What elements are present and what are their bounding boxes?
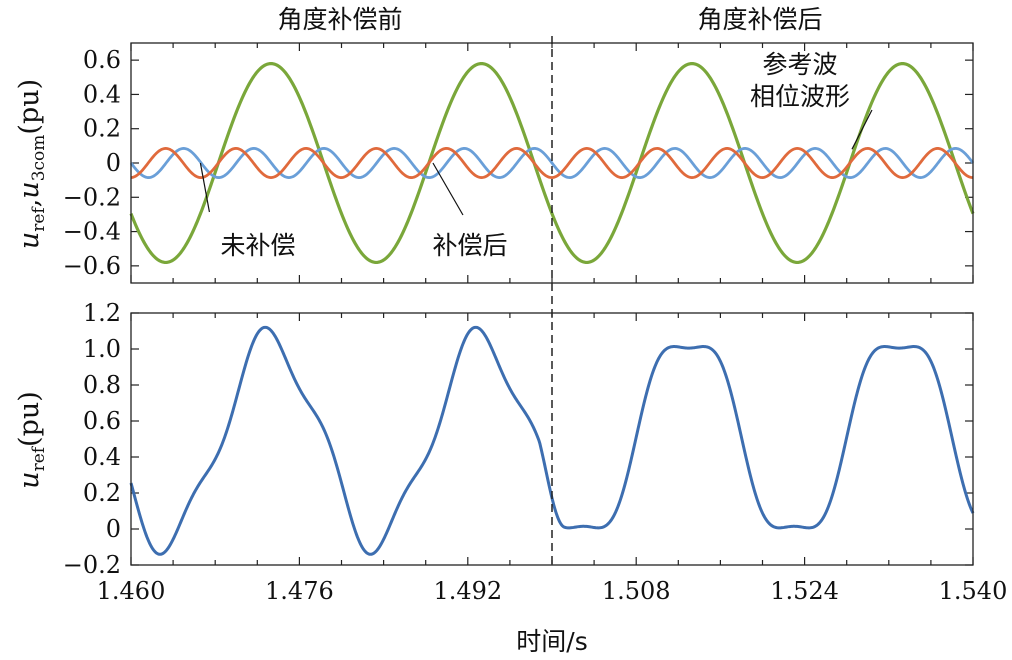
top-ytick-label-1: −0.4	[63, 218, 121, 246]
top-ytick-label-5: 0.4	[83, 80, 121, 108]
bottom-xtick-label-1: 1.476	[265, 577, 334, 605]
top-series-line-1	[129, 147, 975, 179]
annot-compensated: 补偿后	[432, 231, 507, 260]
top-ytick-label-6: 0.6	[83, 46, 121, 74]
bottom-plot-frame	[130, 312, 974, 566]
bottom-xtick-label-4: 1.524	[770, 577, 839, 605]
bottom-y-axis-label: uref(pu)	[14, 391, 49, 489]
section-label-before: 角度补偿前	[277, 5, 402, 34]
bottom-ytick-label-4: 0.6	[83, 407, 121, 435]
top-ylabel-unit: (pu)	[14, 79, 45, 135]
bottom-ytick-label-3: 0.4	[83, 443, 121, 471]
annot-leader-ref	[851, 109, 873, 150]
bottom-ytick-label-7: 1.2	[83, 299, 121, 327]
top-series-group	[129, 61, 975, 265]
section-label-after: 角度补偿后	[697, 5, 822, 34]
top-ylabel-sub2: 3com	[29, 135, 49, 182]
bottom-ytick-label-6: 1.0	[83, 335, 121, 363]
annot-uncompensated: 未补偿	[220, 231, 295, 260]
bottom-ylabel-sub: ref	[29, 445, 49, 471]
annot-leader-comp	[432, 162, 464, 216]
bottom-ytick-label-2: 0.2	[83, 479, 121, 507]
top-y-ticks: −0.6 −0.4 −0.2 0 0.2 0.4 0.6	[63, 46, 973, 280]
bottom-y-ticks: −0.2 0 0.2 0.4 0.6 0.8 1.0 1.2	[63, 299, 973, 579]
top-ylabel-main1: u	[14, 232, 45, 249]
bottom-xtick-label-2: 1.492	[433, 577, 502, 605]
bottom-ytick-label-1: 0	[106, 515, 121, 543]
bottom-ytick-label-0: −0.2	[63, 551, 121, 579]
top-series-line-2	[130, 147, 974, 179]
top-ylabel-sep: ,	[14, 199, 45, 208]
top-ytick-label-2: −0.2	[63, 183, 121, 211]
bottom-panel: −0.200.20.40.60.81.01.2 1.460 1.476 1.492 1…	[14, 283, 1007, 656]
top-ylabel-sub1: ref	[29, 206, 49, 232]
top-y-axis-label: uref,u3com(pu)	[14, 79, 49, 249]
bottom-xtick-label-0: 1.460	[97, 577, 166, 605]
bottom-ytick-label-5: 0.8	[83, 371, 121, 399]
top-ylabel-main2: u	[14, 181, 45, 198]
top-ytick-label-0: −0.6	[63, 252, 121, 280]
bottom-ylabel-unit: (pu)	[14, 391, 45, 447]
bottom-x-ticks: 1.460 1.476 1.492 1.508 1.524 1.540	[97, 313, 1008, 605]
bottom-xtick-label-3: 1.508	[602, 577, 671, 605]
annot-reference-line1: 参考波	[762, 50, 837, 79]
bottom-xtick-label-5: 1.540	[939, 577, 1008, 605]
x-axis-label: 时间/s	[516, 627, 587, 656]
bottom-ylabel-main: u	[14, 471, 45, 488]
top-series-line-0	[129, 61, 975, 265]
annot-leader-uncomp	[199, 162, 211, 213]
top-ytick-label-3: 0	[106, 149, 121, 177]
top-ytick-label-4: 0.2	[83, 115, 121, 143]
annot-reference-line2: 相位波形	[750, 82, 850, 111]
